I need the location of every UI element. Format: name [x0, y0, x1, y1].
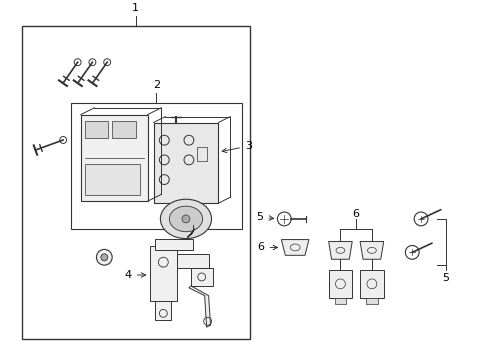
Circle shape	[182, 215, 189, 223]
Polygon shape	[281, 239, 308, 255]
Bar	[84, 121, 108, 138]
Bar	[153, 122, 218, 203]
Text: 1: 1	[132, 3, 139, 13]
Bar	[196, 147, 206, 161]
Bar	[155, 239, 192, 251]
Polygon shape	[188, 286, 210, 327]
Circle shape	[101, 254, 107, 261]
Bar	[149, 247, 177, 301]
Bar	[365, 298, 377, 303]
Bar	[328, 270, 351, 298]
Bar	[21, 26, 249, 339]
Text: 6: 6	[257, 242, 277, 252]
Polygon shape	[359, 242, 383, 259]
Text: 3: 3	[222, 141, 251, 153]
Text: 2: 2	[153, 80, 160, 90]
Bar	[190, 268, 212, 286]
Circle shape	[96, 249, 112, 265]
Bar	[81, 114, 147, 201]
Bar	[359, 270, 383, 298]
Bar	[155, 301, 171, 320]
Polygon shape	[328, 242, 351, 259]
Bar	[84, 164, 140, 195]
Text: 6: 6	[352, 209, 359, 219]
Bar	[112, 121, 136, 138]
Bar	[177, 254, 208, 268]
Bar	[71, 103, 242, 229]
Text: 5: 5	[441, 273, 448, 283]
Text: 5: 5	[256, 212, 273, 222]
Ellipse shape	[169, 206, 202, 232]
Ellipse shape	[160, 199, 211, 239]
Bar	[334, 298, 346, 303]
Text: 4: 4	[124, 270, 145, 280]
